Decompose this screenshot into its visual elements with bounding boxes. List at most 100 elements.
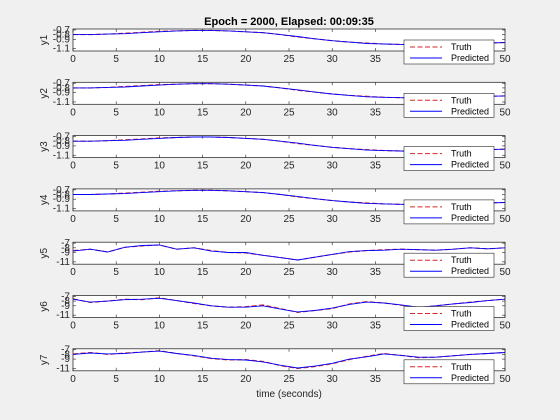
x-tick-label: 20 (240, 54, 252, 65)
subplots: 0 5 10 15 20 25 30 35 50-0.7-0.8-0.9-1.1y1TruthP… (39, 25, 511, 385)
y-tick-label: -0.7 (53, 78, 71, 89)
y-tick-label: -0.8 (53, 136, 71, 147)
legend-truth-label: Truth (451, 255, 472, 265)
y-tick-label: -7 (61, 238, 70, 249)
y-tick-label: -0.9 (53, 34, 71, 45)
x-tick-label: 35 (370, 267, 382, 278)
x-tick-label: 10 (154, 267, 166, 278)
x-tick-label: 50 (499, 374, 511, 385)
x-tick-label: 50 (499, 214, 511, 225)
x-tick-label: 0 (70, 214, 76, 225)
x-tick-label: 35 (370, 214, 382, 225)
x-tick-label: 0 (70, 267, 76, 278)
x-tick-label: 5 (113, 54, 119, 65)
y-tick-label: -0.8 (53, 30, 71, 41)
x-tick-label: 5 (113, 214, 119, 225)
x-tick-label: 5 (113, 161, 119, 172)
y-tick-label: -11 (56, 363, 70, 374)
x-tick-label: 20 (240, 374, 252, 385)
y-axis-label: y1 (39, 34, 50, 45)
y-tick-label: -8 (61, 296, 70, 307)
x-tick-label: 10 (154, 214, 166, 225)
x-tick-label: 15 (197, 374, 209, 385)
subplot-y2: 0 5 10 15 20 25 30 35 50 -0.7-0.8-0.9-1.1y2 TruthP… (39, 78, 511, 118)
x-tick-label: 15 (197, 267, 209, 278)
y-tick-label: -0.8 (53, 83, 71, 94)
predicted-line (72, 297, 506, 313)
x-tick-label: 0 (70, 161, 76, 172)
x-tick-label: 50 (499, 107, 511, 118)
x-tick-label: 5 (113, 321, 119, 332)
x-tick-label: 35 (370, 374, 382, 385)
x-tick-label: 20 (240, 107, 252, 118)
y-tick-label: -9 (61, 247, 70, 258)
x-tick-label: 0 (70, 54, 76, 65)
y-tick-label: -9 (61, 301, 70, 312)
x-tick-label: 35 (370, 161, 382, 172)
x-tick-label: 15 (197, 54, 209, 65)
legend-predicted-label: Predicted (451, 320, 489, 330)
subplot-y5: 0 5 10 15 20 25 30 35 50 -7-8-9-11 y5 TruthPredicte… (39, 238, 511, 278)
y-tick-label: -7 (61, 291, 70, 302)
y-tick-label: -11 (56, 310, 70, 321)
legend-truth-label: Truth (451, 202, 472, 212)
x-axis-label: time (seconds) (256, 389, 322, 400)
x-tick-label: 10 (154, 107, 166, 118)
x-tick-label: 30 (327, 161, 339, 172)
x-tick-label: 15 (197, 107, 209, 118)
x-tick-label: 15 (197, 321, 209, 332)
x-tick-label: 20 (240, 321, 252, 332)
x-tick-label: 20 (240, 161, 252, 172)
x-tick-label: 30 (327, 54, 339, 65)
x-tick-label: 15 (197, 214, 209, 225)
x-tick-label: 15 (197, 161, 209, 172)
x-tick-label: 5 (113, 374, 119, 385)
x-tick-label: 50 (499, 321, 511, 332)
subplot-y1: 0 5 10 15 20 25 30 35 50 -0.7-0.8-0.9-1.1y1 TruthP… (39, 25, 511, 65)
legend-predicted-label: Predicted (451, 160, 489, 170)
y-axis-label: y6 (39, 301, 50, 312)
y-tick-label: -7 (61, 345, 70, 356)
y-tick-label: -1.1 (53, 44, 71, 55)
legend-predicted-label: Predicted (451, 373, 489, 383)
y-axis-label: y2 (39, 88, 50, 99)
x-tick-label: 50 (499, 54, 511, 65)
y-tick-label: -0.7 (53, 185, 71, 196)
x-tick-label: 0 (70, 374, 76, 385)
legend-truth-label: Truth (451, 362, 472, 372)
x-tick-label: 20 (240, 267, 252, 278)
legend-box (403, 359, 495, 385)
legend-predicted-label: Predicted (451, 213, 489, 223)
x-tick-label: 0 (70, 321, 76, 332)
y-tick-label: -0.7 (53, 25, 71, 36)
y-axis-label: y3 (39, 141, 50, 152)
subplot-y4: 0 5 10 15 20 25 30 35 50 -0.7-0.8-0.9-1.1y4 TruthP… (39, 185, 511, 225)
x-tick-label: 0 (70, 107, 76, 118)
x-tick-label: 25 (283, 161, 295, 172)
y-tick-label: -1.1 (53, 150, 71, 161)
y-tick-label: -0.9 (53, 194, 71, 205)
x-tick-label: 30 (327, 214, 339, 225)
x-tick-label: 30 (327, 107, 339, 118)
y-tick-label: -11 (56, 257, 70, 268)
legend-predicted-label: Predicted (451, 106, 489, 116)
y-axis-label: y4 (39, 194, 50, 205)
x-tick-label: 5 (113, 267, 119, 278)
predicted-line (72, 244, 506, 261)
x-tick-label: 10 (154, 54, 166, 65)
x-tick-label: 25 (283, 54, 295, 65)
legend-truth-label: Truth (451, 42, 472, 52)
y-tick-label: -8 (61, 243, 70, 254)
x-tick-label: 35 (370, 107, 382, 118)
x-tick-label: 25 (283, 107, 295, 118)
x-tick-label: 10 (154, 321, 166, 332)
legend-box (403, 39, 495, 65)
y-tick-label: -8 (61, 349, 70, 360)
x-tick-label: 25 (283, 214, 295, 225)
y-tick-label: -9 (61, 354, 70, 365)
y-tick-label: -0.9 (53, 88, 71, 99)
x-tick-label: 25 (283, 374, 295, 385)
legend-box (403, 93, 495, 118)
legend-predicted-label: Predicted (451, 53, 489, 63)
